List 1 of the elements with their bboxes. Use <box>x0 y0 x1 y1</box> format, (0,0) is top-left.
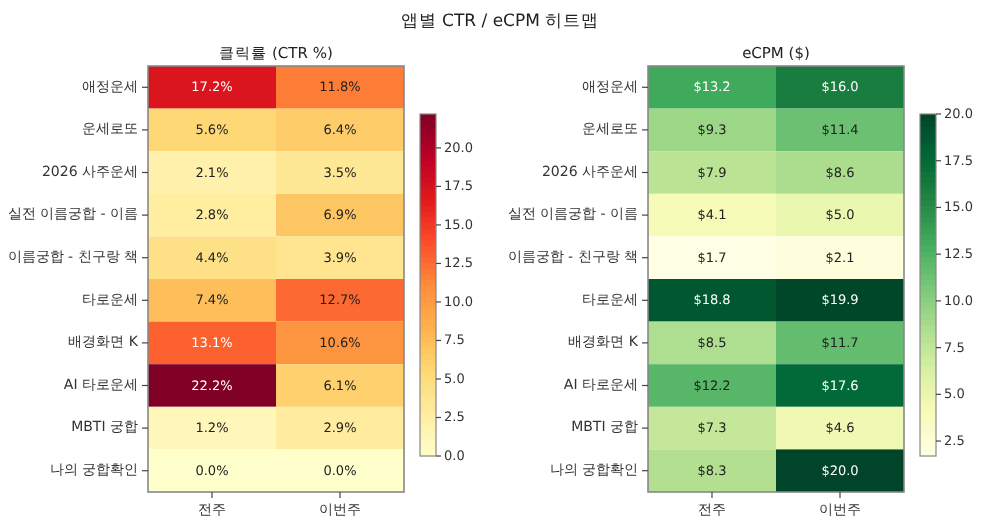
text: 앱별 CTR / eCPM 히트맵 <box>400 12 600 32</box>
